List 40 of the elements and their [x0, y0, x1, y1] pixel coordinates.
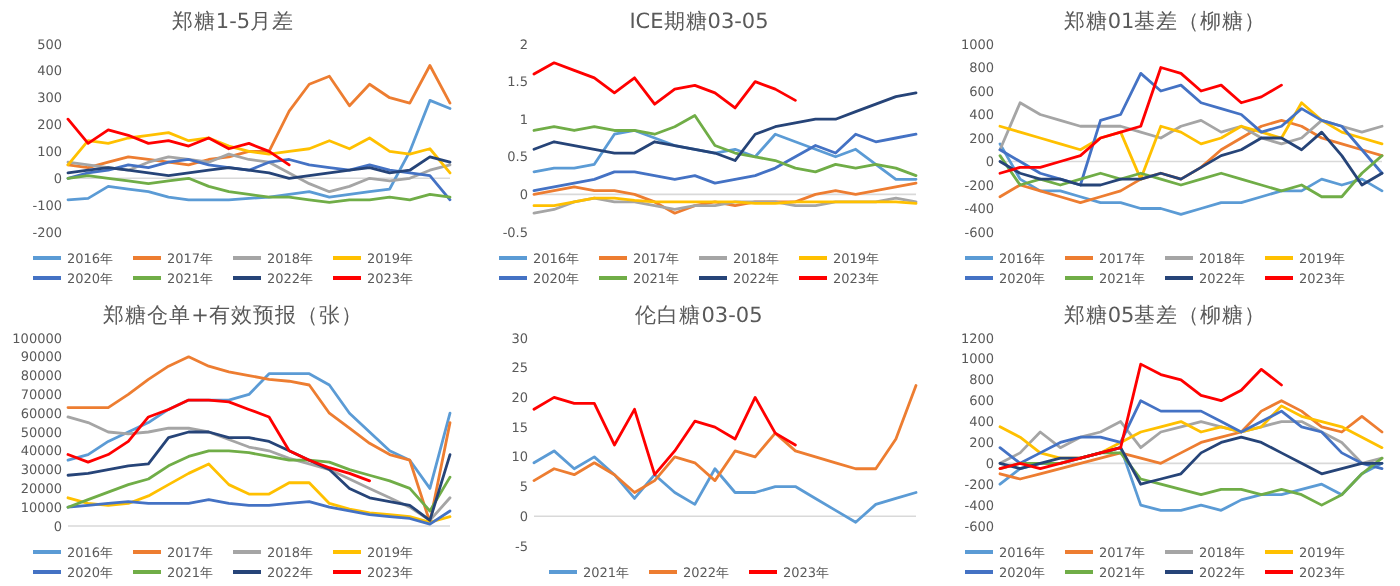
line-series: [66, 158, 452, 202]
line-series: [66, 397, 371, 482]
line-series: [998, 419, 1384, 464]
chart-title: ICE期糖03-05: [629, 8, 769, 34]
line-series: [998, 71, 1384, 187]
line-series: [532, 114, 918, 177]
line-series: [532, 91, 918, 162]
line-series: [66, 64, 452, 169]
chart-title: 郑糖05基差（柳糖）: [1063, 301, 1267, 327]
line-series: [66, 155, 452, 180]
chart-title: 郑糖仓单+有效预报（张）: [103, 301, 363, 327]
line-series: [998, 403, 1384, 459]
line-series: [532, 132, 918, 193]
line-series: [998, 361, 1283, 469]
line-series: [66, 152, 452, 194]
line-series: [532, 129, 918, 181]
line-series: [66, 99, 452, 202]
line-series: [66, 371, 452, 489]
line-series: [532, 61, 797, 110]
line-series: [66, 448, 452, 512]
line-series: [998, 130, 1384, 187]
chart-title: 郑糖01基差（柳糖）: [1063, 8, 1267, 34]
line-series: [998, 434, 1384, 485]
line-series: [66, 461, 452, 523]
line-series: [998, 142, 1384, 216]
line-series: [532, 383, 918, 493]
line-series: [532, 448, 918, 523]
line-series: [66, 131, 452, 175]
line-series: [998, 154, 1384, 199]
line-series: [66, 354, 452, 523]
line-series: [66, 117, 291, 167]
line-series: [532, 395, 797, 476]
chart-title: 伦白糖03-05: [635, 301, 763, 327]
chart-title: 郑糖1-5月差: [171, 8, 295, 34]
line-series: [66, 497, 452, 525]
line-series: [998, 66, 1283, 175]
line-series: [998, 101, 1384, 152]
line-series: [998, 101, 1384, 181]
line-series: [66, 174, 452, 204]
line-series: [532, 181, 918, 215]
